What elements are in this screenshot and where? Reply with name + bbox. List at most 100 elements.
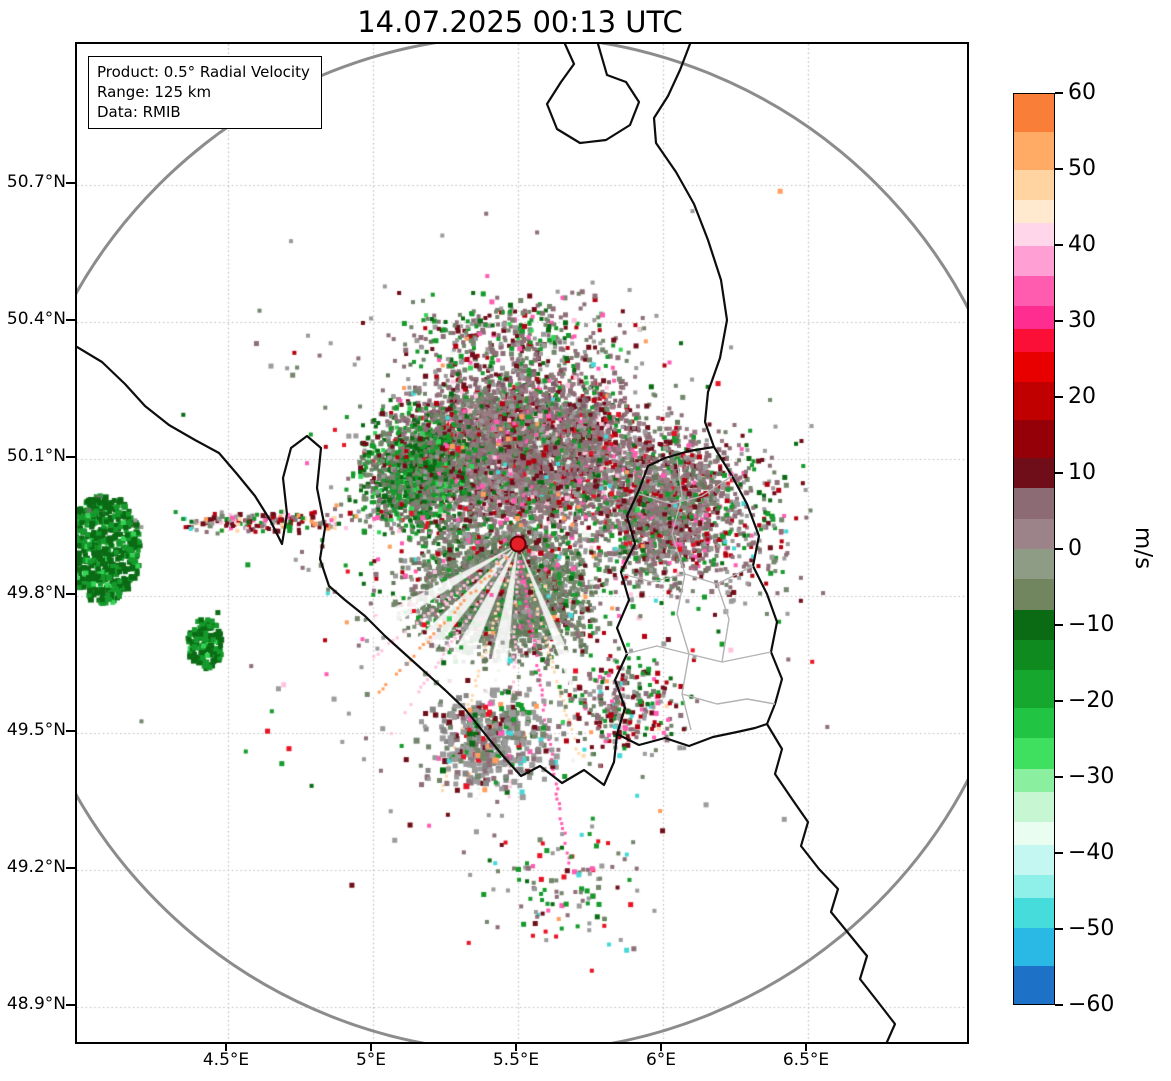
colorbar-tick-mark	[1055, 852, 1063, 854]
colorbar-segment	[1014, 639, 1054, 671]
colorbar-segment	[1014, 94, 1054, 132]
y-tick-label: 50.7°N	[6, 172, 66, 192]
colorbar-tick-label: 50	[1068, 156, 1096, 181]
colorbar-segment	[1014, 708, 1054, 739]
colorbar-tick-mark	[1055, 548, 1063, 550]
region-border	[624, 645, 772, 663]
info-line-data: Data: RMIB	[97, 103, 181, 122]
x-tick-mark	[805, 1042, 807, 1051]
colorbar-segment	[1014, 738, 1054, 769]
y-tick-mark	[66, 867, 75, 869]
colorbar-tick-mark	[1055, 1004, 1063, 1006]
colorbar-tick-mark	[1055, 928, 1063, 930]
y-tick-mark	[66, 182, 75, 184]
region-border	[621, 565, 754, 585]
colorbar-segment	[1014, 275, 1054, 307]
colorbar-unit-label: m/s	[1130, 526, 1157, 570]
colorbar-tick-mark	[1055, 472, 1063, 474]
info-line-product: Product: 0.5° Radial Velocity	[97, 63, 310, 81]
y-tick-mark	[66, 1004, 75, 1006]
colorbar-tick-mark	[1055, 244, 1063, 246]
colorbar-segment	[1014, 579, 1054, 610]
colorbar-segment	[1014, 609, 1054, 640]
y-tick-label: 49.2°N	[6, 857, 66, 877]
info-box: Product: 0.5° Radial Velocity Range: 125…	[88, 56, 322, 130]
x-tick-label: 6°E	[645, 1050, 677, 1070]
y-tick-mark	[66, 593, 75, 595]
country-border	[77, 345, 619, 787]
country-border	[652, 44, 897, 1042]
x-tick-mark	[370, 1042, 372, 1051]
colorbar-segment	[1014, 222, 1054, 246]
country-border	[545, 44, 641, 145]
y-tick-label: 50.4°N	[6, 309, 66, 329]
colorbar-segment	[1014, 351, 1054, 383]
colorbar-segment	[1014, 965, 1054, 1004]
colorbar-segment	[1014, 457, 1054, 489]
y-tick-label: 50.1°N	[6, 446, 66, 466]
colorbar-segment	[1014, 488, 1054, 519]
map-plot: Product: 0.5° Radial Velocity Range: 125…	[75, 42, 969, 1044]
region-border	[638, 475, 733, 505]
colorbar-tick-label: −30	[1068, 764, 1115, 789]
colorbar-segment	[1014, 821, 1054, 845]
colorbar-tick-mark	[1055, 168, 1063, 170]
colorbar-tick-label: 40	[1068, 232, 1096, 257]
colorbar-segment	[1014, 897, 1054, 929]
colorbar-segment	[1014, 245, 1054, 276]
colorbar-segment	[1014, 306, 1054, 330]
plot-title: 14.07.2025 00:13 UTC	[357, 5, 683, 39]
x-tick-label: 5.5°E	[492, 1050, 540, 1070]
x-tick-label: 5°E	[355, 1050, 387, 1070]
colorbar-segment	[1014, 200, 1054, 223]
colorbar-segment	[1014, 874, 1054, 898]
y-tick-mark	[66, 319, 75, 321]
radar-site-dot	[509, 535, 527, 553]
region-border	[716, 583, 730, 663]
country-border	[613, 445, 716, 736]
y-tick-label: 49.8°N	[6, 583, 66, 603]
colorbar-tick-mark	[1055, 396, 1063, 398]
colorbar-segment	[1014, 844, 1054, 875]
colorbar-tick-label: 30	[1068, 308, 1096, 333]
x-tick-mark	[225, 1042, 227, 1051]
colorbar-tick-label: −40	[1068, 840, 1115, 865]
colorbar-segment	[1014, 131, 1054, 170]
colorbar-tick-label: 0	[1068, 536, 1082, 561]
y-tick-label: 49.5°N	[6, 720, 66, 740]
colorbar-segment	[1014, 382, 1054, 421]
colorbar-tick-label: 10	[1068, 460, 1096, 485]
colorbar-tick-mark	[1055, 320, 1063, 322]
map-overlay-svg	[77, 44, 967, 1042]
colorbar-tick-mark	[1055, 92, 1063, 94]
colorbar-tick-mark	[1055, 624, 1063, 626]
colorbar	[1013, 93, 1055, 1005]
colorbar-tick-label: −60	[1068, 992, 1115, 1017]
colorbar-tick-label: 20	[1068, 384, 1096, 409]
colorbar-tick-label: −50	[1068, 916, 1115, 941]
info-line-range: Range: 125 km	[97, 83, 212, 102]
colorbar-segment	[1014, 329, 1054, 352]
region-border	[681, 693, 776, 705]
x-tick-mark	[515, 1042, 517, 1051]
x-tick-mark	[660, 1042, 662, 1051]
colorbar-segment	[1014, 169, 1054, 201]
colorbar-segment	[1014, 420, 1054, 458]
colorbar-segment	[1014, 791, 1054, 822]
colorbar-segment	[1014, 768, 1054, 792]
x-tick-label: 6.5°E	[782, 1050, 830, 1070]
colorbar-tick-label: −20	[1068, 688, 1115, 713]
colorbar-tick-label: 60	[1068, 80, 1096, 105]
colorbar-tick-label: −10	[1068, 612, 1115, 637]
x-tick-label: 4.5°E	[202, 1050, 250, 1070]
colorbar-segment	[1014, 670, 1054, 709]
y-tick-mark	[66, 456, 75, 458]
colorbar-tick-mark	[1055, 700, 1063, 702]
country-border	[615, 722, 769, 748]
y-tick-mark	[66, 730, 75, 732]
y-tick-label: 48.9°N	[6, 994, 66, 1014]
colorbar-segment	[1014, 928, 1054, 966]
colorbar-tick-mark	[1055, 776, 1063, 778]
colorbar-segment	[1014, 518, 1054, 549]
colorbar-segment	[1014, 548, 1054, 580]
